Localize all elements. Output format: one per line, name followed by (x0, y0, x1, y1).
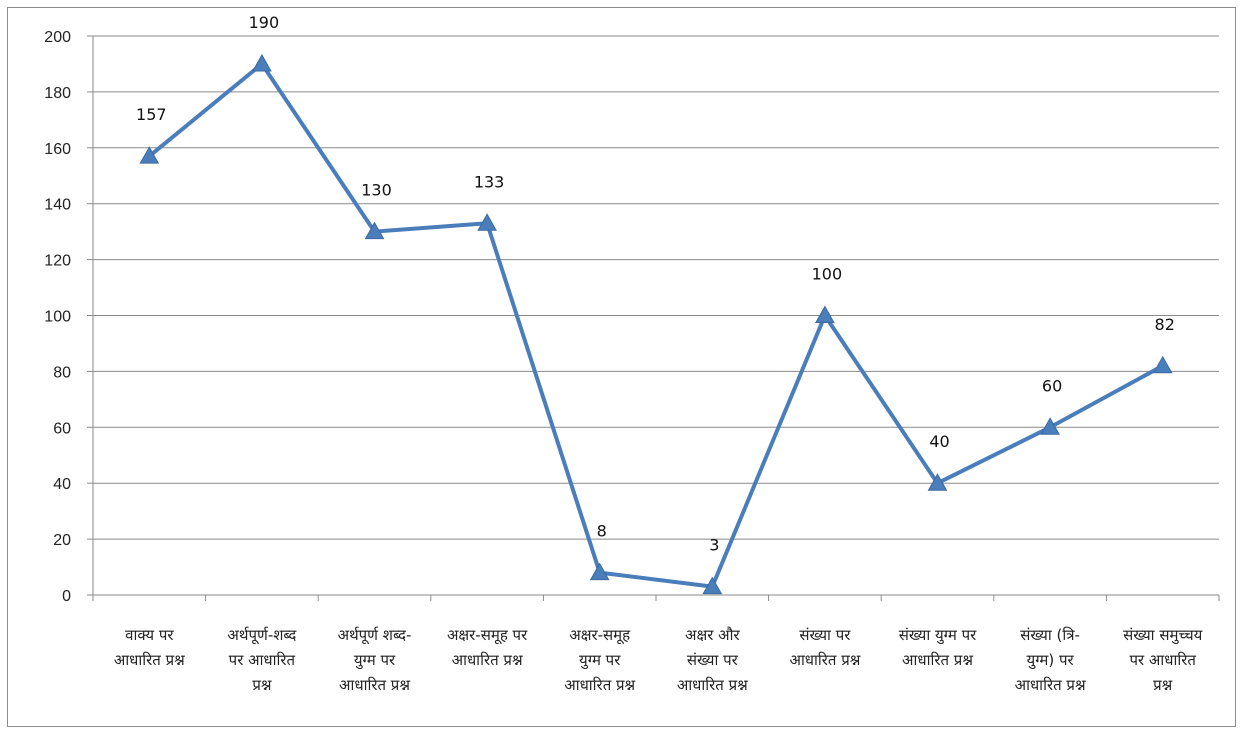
data-label-4: 133 (474, 172, 505, 191)
data-point-1 (139, 146, 160, 164)
x-category-label-9: संख्या (त्रि-युग्म) पर आधारित प्रश्न (1015, 626, 1086, 694)
series-line (148, 61, 1164, 589)
data-label-7: 100 (812, 265, 843, 284)
data-label-1: 157 (136, 105, 167, 124)
data-label-5: 8 (597, 522, 607, 541)
data-point-4 (477, 213, 497, 231)
x-category-label-10: संख्या समुच्चय पर आधारित प्रश्न (1123, 626, 1203, 694)
data-label-6: 3 (709, 536, 719, 555)
data-point-5 (589, 562, 610, 581)
data-point-6 (702, 576, 723, 595)
y-tick-label-140: 140 (44, 197, 71, 214)
series-line-1 (148, 61, 1164, 589)
data-point-8 (927, 473, 948, 491)
gridlines (93, 35, 1219, 540)
chart-frame (7, 7, 1236, 727)
data-label-2: 190 (249, 13, 280, 32)
data-point-10 (1152, 355, 1173, 374)
x-category-label-8: संख्या युग्म पर आधारित प्रश्न (899, 626, 977, 669)
x-axis-category-labels: वाक्य पर आधारित प्रश्न अर्थपूर्ण-शब्द पर आध… (114, 626, 1203, 694)
y-tick-label-160: 160 (44, 141, 71, 158)
data-label-9: 60 (1042, 376, 1062, 395)
data-label-10: 82 (1155, 315, 1175, 334)
y-tick-label-100: 100 (44, 309, 71, 326)
y-tick-label-60: 60 (53, 420, 71, 437)
y-tick-label-40: 40 (53, 476, 71, 493)
x-category-label-3: अर्थपूर्ण शब्द-युग्म पर आधारित प्रश्न (338, 626, 412, 694)
x-category-label-1: वाक्य पर आधारित प्रश्न (114, 626, 185, 669)
data-label-3: 130 (361, 181, 392, 200)
data-point-9 (1040, 417, 1060, 435)
data-point-7 (815, 305, 835, 323)
data-labels: 157 190 130 133 8 3 100 40 60 82 (136, 13, 1175, 555)
y-tick-label-80: 80 (53, 364, 71, 381)
x-category-label-2: अर्थपूर्ण-शब्द पर आधारित प्रश्न (227, 626, 297, 694)
x-category-label-7: संख्या पर आधारित प्रश्न (789, 626, 860, 669)
y-tick-label-200: 200 (44, 29, 71, 46)
x-category-label-5: अक्षर-समूह युग्म पर आधारित प्रश्न (564, 626, 635, 694)
y-tick-label-120: 120 (44, 253, 71, 270)
y-tick-label-180: 180 (44, 85, 71, 102)
y-tick-label-0: 0 (62, 588, 71, 605)
x-category-label-4: अक्षर-समूह पर आधारित प्रश्न (447, 626, 528, 669)
data-point-2 (252, 53, 272, 72)
data-label-8: 40 (929, 432, 949, 451)
y-axis-tick-labels: 0 20 40 60 80 100 120 140 160 180 200 (44, 29, 71, 605)
data-point-3 (364, 221, 385, 240)
y-tick-label-20: 20 (53, 532, 71, 549)
x-axis-tick-marks (92, 595, 1220, 601)
series-markers (139, 53, 1173, 595)
x-category-label-6: अक्षर और संख्या पर आधारित प्रश्न (677, 626, 748, 694)
